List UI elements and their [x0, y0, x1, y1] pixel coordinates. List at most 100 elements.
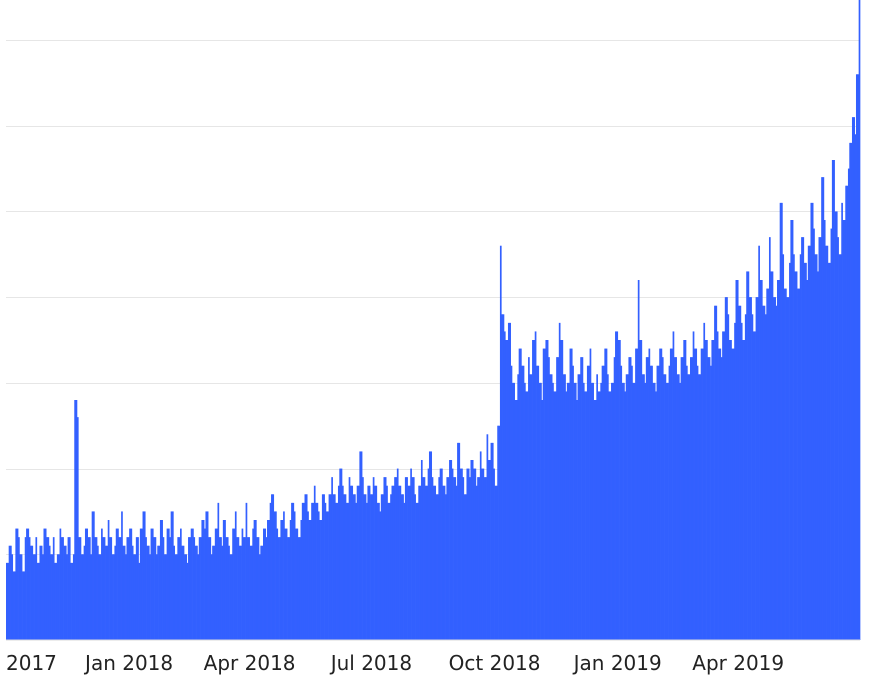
bar — [712, 340, 715, 640]
bar — [446, 477, 449, 640]
bar — [433, 485, 435, 640]
bar — [297, 537, 300, 640]
bar — [782, 254, 785, 641]
bar — [521, 365, 524, 640]
bar — [376, 502, 379, 640]
bar — [272, 494, 275, 640]
bar — [437, 494, 439, 640]
bar — [241, 528, 244, 640]
bar — [52, 537, 55, 640]
bar — [849, 142, 851, 641]
bar — [252, 528, 254, 640]
bar — [339, 468, 341, 640]
bar — [395, 477, 398, 640]
bar — [439, 468, 442, 640]
bar — [467, 468, 470, 640]
bar — [815, 254, 818, 641]
bar — [637, 280, 640, 640]
bar — [785, 288, 787, 640]
bar — [528, 357, 530, 640]
bar — [250, 545, 253, 640]
bar — [497, 425, 499, 640]
bar — [63, 545, 66, 640]
bar — [763, 305, 766, 640]
bar — [556, 357, 558, 640]
bar — [621, 382, 624, 640]
bar — [671, 348, 673, 640]
bar — [214, 528, 217, 640]
bar — [811, 202, 814, 641]
bar — [601, 365, 604, 640]
bar — [176, 554, 178, 640]
bar — [687, 374, 690, 640]
bar — [158, 545, 161, 640]
bar — [552, 382, 554, 640]
bar — [694, 348, 696, 640]
bar — [858, 0, 861, 640]
bar — [590, 382, 593, 640]
bar — [768, 237, 771, 640]
bar — [702, 348, 704, 640]
bar — [333, 494, 336, 640]
bar — [558, 322, 561, 640]
bar — [635, 348, 637, 640]
bar — [56, 554, 59, 640]
bar — [420, 460, 423, 640]
bar — [292, 502, 295, 640]
bar — [833, 160, 835, 640]
bar — [542, 348, 545, 640]
bar — [696, 365, 699, 640]
bar — [382, 494, 384, 640]
bar — [261, 545, 264, 640]
bar — [43, 528, 46, 640]
bar — [93, 511, 95, 640]
bar — [750, 297, 752, 640]
bar — [125, 554, 127, 640]
bar — [8, 545, 11, 640]
bar — [652, 382, 655, 640]
bar — [598, 391, 601, 640]
bar — [26, 528, 28, 640]
bar — [822, 177, 825, 640]
bar — [510, 365, 513, 640]
bar — [817, 271, 819, 640]
bar — [540, 382, 542, 640]
bar — [809, 245, 811, 640]
bar — [400, 494, 403, 640]
bar — [612, 382, 615, 640]
bar — [594, 400, 597, 640]
bar — [347, 502, 350, 640]
bar — [641, 374, 644, 640]
bar — [798, 288, 801, 640]
bar — [316, 502, 319, 640]
bar — [54, 562, 56, 640]
bar — [424, 485, 427, 640]
bar — [639, 340, 641, 640]
bar — [786, 297, 789, 640]
bar — [507, 322, 510, 640]
bar — [656, 365, 659, 640]
bar — [283, 511, 285, 640]
bar — [370, 494, 372, 640]
bar — [188, 537, 190, 640]
bar — [537, 365, 540, 640]
bar — [764, 314, 767, 640]
bar — [672, 331, 675, 640]
bar — [404, 477, 407, 640]
bar — [396, 468, 399, 640]
bar — [341, 485, 344, 640]
bar — [147, 545, 150, 640]
bar — [170, 511, 173, 640]
bar — [605, 348, 608, 640]
bar — [182, 545, 185, 640]
bar — [802, 237, 805, 640]
bar — [427, 468, 430, 640]
bar — [706, 340, 708, 640]
bar — [119, 537, 122, 640]
bar — [684, 340, 687, 640]
bar — [565, 391, 568, 640]
bar — [675, 357, 677, 640]
bar — [664, 374, 667, 640]
bar — [756, 297, 759, 640]
